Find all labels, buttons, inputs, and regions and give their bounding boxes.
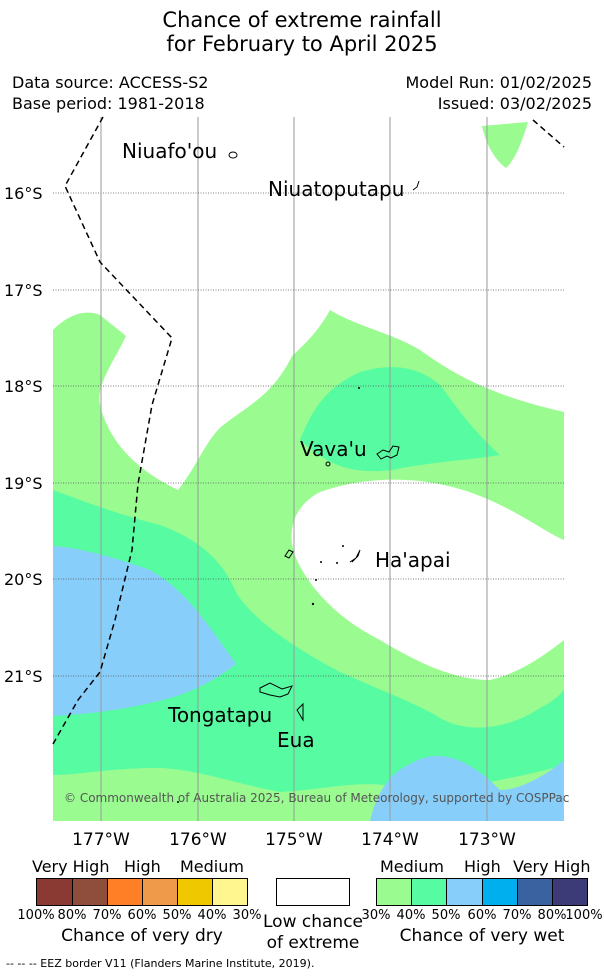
legend-dry-tick: 80%	[57, 908, 87, 923]
label-eua: Eua	[277, 728, 315, 752]
legend-dry-swatch	[72, 878, 107, 906]
lon-label-176w: 176°W	[169, 830, 227, 850]
legend-dry-swatch	[212, 878, 248, 906]
legend-wet-swatch	[446, 878, 482, 906]
lat-label-19s: 19°S	[4, 474, 43, 493]
legend-wet-tick: 40%	[396, 908, 426, 923]
legend-dry-very-high: Very High	[32, 857, 110, 876]
legend-wet-tick: 50%	[431, 908, 461, 923]
lon-label-173w: 173°W	[458, 830, 516, 850]
legend-dry-tick: 40%	[197, 908, 227, 923]
legend-wet-tick: 60%	[467, 908, 497, 923]
legend-dry-swatch	[177, 878, 212, 906]
high-wet-vavau	[300, 367, 500, 472]
base-period: Base period: 1981-2018	[12, 94, 205, 113]
label-niuatoputapu: Niuatoputapu	[268, 177, 404, 201]
data-source: Data source: ACCESS-S2	[12, 73, 209, 92]
islands	[228, 151, 420, 722]
eez-border	[52, 116, 173, 745]
legend-wet-medium: Medium	[380, 857, 444, 876]
island-tongatapu	[259, 682, 293, 698]
grid	[100, 117, 488, 821]
lat-label-16s: 16°S	[4, 184, 43, 203]
island-vavau-south	[325, 461, 331, 467]
legend-wet-swatch	[517, 878, 552, 906]
legend-dry-tick: 70%	[92, 908, 122, 923]
legend-dry-medium: Medium	[180, 857, 244, 876]
legend-dry-tick: 50%	[162, 908, 192, 923]
legend-dry-high: High	[124, 857, 161, 876]
lat-label-17s: 17°S	[4, 281, 43, 300]
legend-low-caption-line1: Low chance	[263, 912, 363, 932]
legend-wet-very-high: Very High	[513, 857, 591, 876]
medium-wet-south	[53, 768, 315, 821]
lat-label-21s: 21°S	[4, 667, 43, 686]
legend-wet-tick: 80%	[537, 908, 567, 923]
medium-wet-blob-north	[482, 122, 528, 168]
legend-wet-swatch	[552, 878, 588, 906]
rainfall-map: Niuafo'ou Niuatoputapu Vava'u Ha'apai To…	[4, 116, 569, 850]
lon-label-177w: 177°W	[72, 830, 130, 850]
legend-dry-swatch	[107, 878, 142, 906]
label-tongatapu: Tongatapu	[167, 703, 272, 727]
eez-border-ne	[532, 119, 565, 148]
legend-wet-tick: 100%	[565, 908, 603, 923]
label-niuafoou: Niuafo'ou	[122, 139, 217, 163]
legend-dry-tick: 100%	[17, 908, 55, 923]
island-niuatoputapu	[412, 180, 420, 191]
legend-dry-tick: 30%	[232, 908, 262, 923]
lat-label-18s: 18°S	[4, 377, 43, 396]
legend-wet-tick: 30%	[361, 908, 391, 923]
issued-date: Issued: 03/02/2025	[437, 94, 592, 113]
high-wet-50-south	[370, 756, 564, 821]
legend-wet-swatch	[482, 878, 517, 906]
legend-dry-caption: Chance of very dry	[61, 926, 223, 946]
lat-label-20s: 20°S	[4, 570, 43, 589]
map-title-line1: Chance of extreme rainfall	[162, 8, 442, 32]
legend-wet-tick: 70%	[502, 908, 532, 923]
legend-low-swatch	[276, 878, 350, 906]
lon-label-174w: 174°W	[361, 830, 419, 850]
island-vavau	[376, 445, 400, 460]
legend-low-caption-line2: of extreme	[266, 933, 360, 953]
legend-dry-swatch	[142, 878, 177, 906]
copyright-notice: © Commonwealth of Australia 2025, Bureau…	[64, 791, 569, 805]
eez-footnote: -- -- -- EEZ border V11 (Flanders Marine…	[6, 957, 315, 970]
map-title-line2: for February to April 2025	[166, 32, 438, 56]
lon-label-175w: 175°W	[265, 830, 323, 850]
legend-dry-tick: 60%	[127, 908, 157, 923]
legend-wet-swatch	[376, 878, 411, 906]
island-eua	[296, 702, 304, 722]
model-run: Model Run: 01/02/2025	[405, 73, 593, 92]
island-haapai	[284, 549, 361, 563]
legend-wet-high: High	[464, 857, 501, 876]
label-vavau: Vava'u	[300, 437, 367, 461]
legend-dry-swatch	[36, 878, 72, 906]
lat-grid	[53, 192, 564, 677]
islets	[177, 387, 360, 803]
legend-wet-caption: Chance of very wet	[399, 926, 565, 946]
label-haapai: Ha'apai	[375, 548, 451, 572]
high-wet-band	[53, 490, 564, 792]
legend-wet-swatch	[411, 878, 446, 906]
island-niuafoou	[228, 151, 238, 159]
